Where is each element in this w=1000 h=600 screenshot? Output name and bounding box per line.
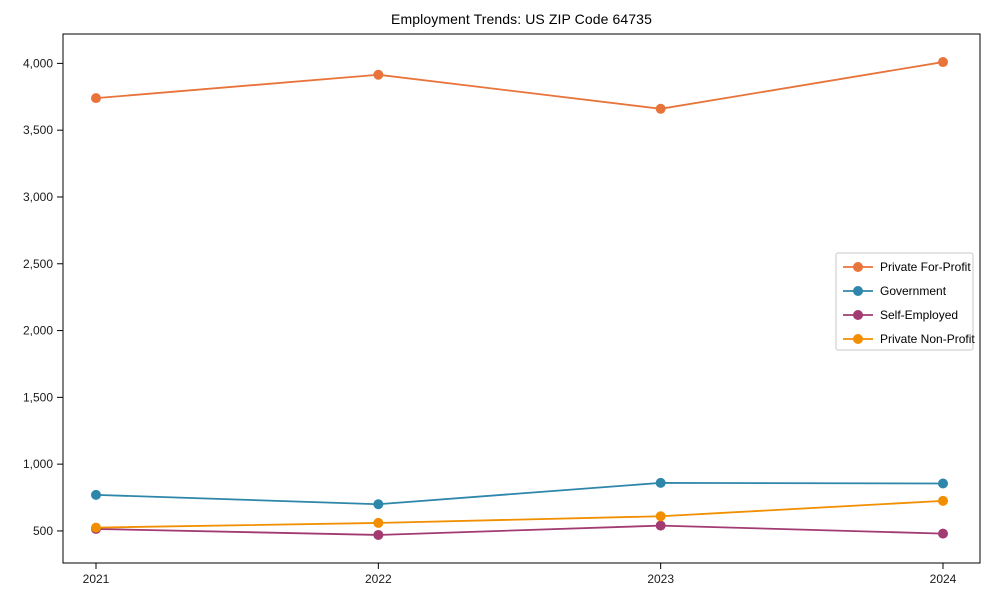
legend-marker-swatch	[853, 262, 863, 272]
y-axis-tick-label: 4,000	[23, 56, 53, 70]
data-point	[655, 477, 666, 488]
legend-label: Private For-Profit	[880, 260, 971, 274]
data-point	[938, 495, 948, 506]
data-point	[938, 478, 948, 489]
data-point	[655, 520, 666, 531]
data-point	[91, 93, 101, 104]
legend-marker-swatch	[853, 310, 863, 320]
legend-label: Self-Employed	[880, 308, 958, 322]
series-line-government	[95, 481, 944, 506]
data-point	[938, 57, 948, 68]
y-axis-tick-label: 3,000	[23, 190, 53, 204]
data-point	[91, 489, 101, 500]
plot-frame	[62, 33, 981, 564]
y-axis-tick-label: 1,000	[23, 457, 53, 471]
legend-marker-swatch	[853, 334, 863, 344]
series-line-private-for-profit	[95, 61, 944, 110]
legend-box	[835, 252, 974, 351]
data-point	[91, 522, 101, 533]
data-point	[655, 511, 666, 522]
y-axis-tick-label: 2,500	[23, 257, 53, 271]
legend-label: Private Non-Profit	[880, 332, 975, 346]
data-point	[373, 69, 384, 80]
y-axis-tick-label: 2,000	[23, 324, 53, 338]
legend-label: Government	[880, 284, 947, 298]
y-axis-tick-label: 1,500	[23, 390, 53, 404]
chart-title: Employment Trends: US ZIP Code 64735	[391, 11, 652, 27]
data-point	[373, 517, 384, 528]
y-axis-tick-label: 3,500	[23, 123, 53, 137]
data-point	[938, 528, 948, 539]
x-axis-tick-label: 2022	[365, 572, 392, 586]
data-point	[373, 499, 384, 510]
series-line-self-employed	[95, 524, 944, 536]
data-point	[655, 103, 666, 114]
legend-marker-swatch	[853, 286, 863, 296]
data-point	[373, 529, 384, 540]
x-axis-tick-label: 2024	[930, 572, 957, 586]
series-line-private-non-profit	[95, 499, 944, 529]
x-axis-tick-label: 2021	[83, 572, 110, 586]
x-axis-tick-label: 2023	[647, 572, 674, 586]
y-axis-tick-label: 500	[33, 524, 53, 538]
